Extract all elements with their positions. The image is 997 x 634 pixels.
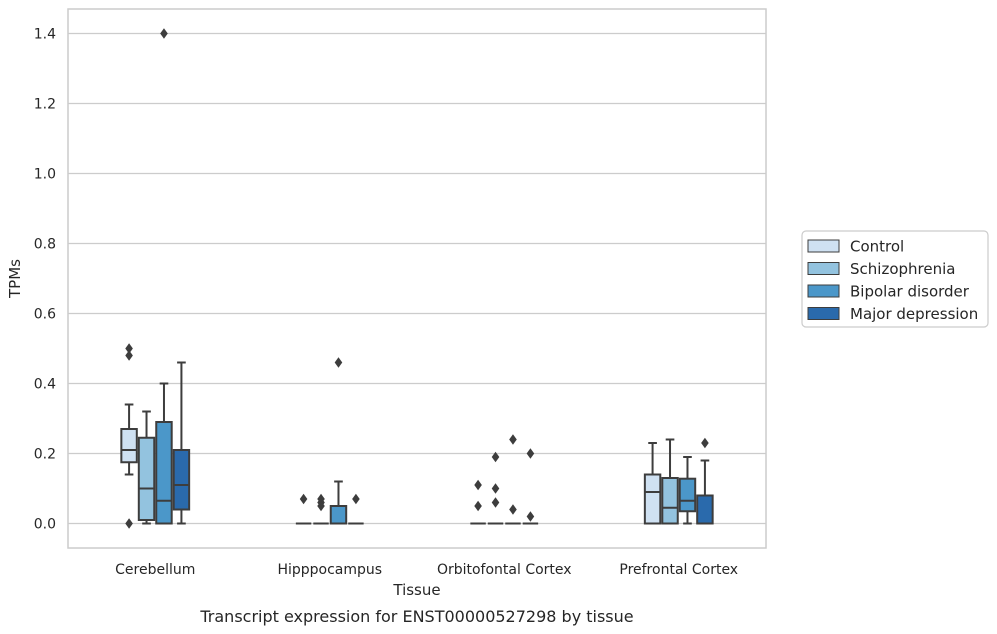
chart-caption: Transcript expression for ENST0000052729…: [199, 607, 633, 626]
outlier-point: [701, 437, 709, 449]
outlier-point: [160, 28, 168, 39]
box-control-orbitofontal-cortex: [470, 479, 486, 525]
box-bipolar-disorder-cerebellum: [155, 28, 173, 525]
outlier-point: [317, 500, 325, 512]
y-tick-label: 0.8: [34, 237, 56, 253]
box-bipolar-disorder-orbitofontal-cortex: [505, 434, 521, 525]
y-tick-label: 1.0: [34, 167, 56, 183]
box-bipolar-disorder-prefrontal-cortex: [678, 456, 697, 525]
legend-label: Bipolar disorder: [850, 283, 970, 301]
iqr-box: [329, 505, 348, 525]
outlier-point: [352, 493, 360, 505]
legend-swatch: [807, 239, 840, 253]
outlier-point: [491, 497, 500, 508]
iqr-box: [696, 494, 714, 525]
legend-label: Schizophrenia: [850, 260, 955, 278]
iqr-box: [137, 436, 156, 521]
y-tick-label: 0.0: [34, 517, 56, 533]
iqr-box: [155, 421, 173, 525]
box-control-prefrontal-cortex: [643, 442, 662, 525]
box-schizophrenia-cerebellum: [137, 410, 156, 525]
y-tick-label: 1.2: [34, 97, 56, 113]
iqr-box: [643, 473, 662, 525]
box-major-depression-cerebellum: [172, 361, 191, 525]
legend-swatch: [807, 262, 840, 275]
outlier-point: [299, 493, 308, 505]
x-tick-label: Cerebellum: [115, 562, 195, 578]
x-tick-label: Hipppocampus: [277, 562, 382, 578]
x-tick-label: Orbitofontal Cortex: [437, 562, 572, 578]
iqr-box: [661, 477, 679, 525]
iqr-box: [120, 428, 138, 464]
outlier-point: [334, 357, 343, 368]
y-tick-label: 1.4: [34, 27, 56, 43]
y-tick-label: 0.2: [34, 447, 56, 463]
outlier-point: [491, 451, 500, 463]
legend-swatch: [807, 284, 840, 298]
box-control-hipppocampus: [295, 493, 312, 525]
box-control-cerebellum: [120, 343, 138, 529]
outlier-point: [125, 343, 133, 354]
outlier-point: [474, 500, 482, 512]
box-plot-marks: [120, 28, 714, 529]
outlier-point: [125, 518, 133, 529]
box-major-depression-prefrontal-cortex: [696, 437, 714, 525]
x-axis-label: Tissue: [392, 581, 440, 599]
y-tick-label: 0.6: [34, 307, 56, 323]
iqr-box: [172, 449, 191, 511]
outlier-point: [526, 448, 535, 459]
y-axis-label: TPMs: [6, 259, 24, 299]
box-schizophrenia-hipppocampus: [313, 493, 329, 525]
legend: Control Schizophrenia Bipolar disorder Majo…: [801, 230, 989, 328]
outlier-point: [125, 350, 133, 361]
outlier-point: [474, 479, 482, 491]
x-tick-label: Prefrontal Cortex: [619, 562, 738, 578]
outlier-point: [526, 511, 535, 522]
legend-label: Control: [850, 238, 904, 256]
iqr-box: [678, 477, 697, 513]
box-schizophrenia-orbitofontal-cortex: [487, 451, 504, 525]
outlier-point: [509, 504, 517, 515]
x-axis-ticks: Cerebellum Hipppocampus Orbitofontal Corte…: [115, 562, 738, 578]
box-schizophrenia-prefrontal-cortex: [661, 438, 679, 525]
box-major-depression-orbitofontal-cortex: [522, 448, 539, 525]
legend-label: Major depression: [850, 305, 978, 323]
legend-frame: [801, 230, 989, 328]
outlier-point: [509, 434, 517, 445]
box-major-depression-hipppocampus: [348, 493, 364, 525]
legend-swatch: [807, 307, 840, 320]
y-tick-label: 0.4: [34, 377, 56, 393]
outlier-point: [491, 483, 500, 494]
y-axis-ticks: 0.0 0.2 0.4 0.6 0.8 1.0 1.2 1.4: [34, 27, 56, 533]
plot-frame: [67, 8, 767, 549]
box-bipolar-disorder-hipppocampus: [329, 357, 348, 525]
